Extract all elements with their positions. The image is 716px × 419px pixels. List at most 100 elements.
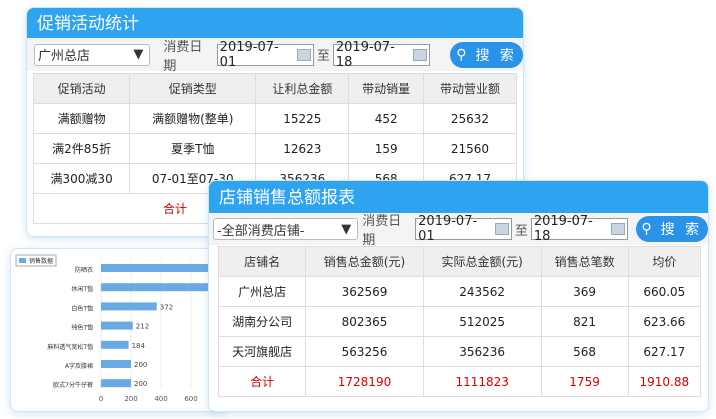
column-header: 促销活动: [32, 73, 131, 104]
store-sales-panel: 店铺销售总额报表 -全部消费店铺- ▼ 消费日期 2019-07-01 至 201…: [208, 180, 709, 412]
total-cell: 1111823: [422, 366, 542, 397]
to-label: 至: [316, 49, 330, 64]
column-header: 销售总金额(元): [305, 246, 424, 277]
legend-box: [15, 254, 57, 267]
column-header: 均价: [627, 246, 702, 277]
table-cell: 356236: [422, 336, 542, 367]
total-cell: 1910.88: [627, 366, 702, 397]
x-tick-label: 0: [99, 395, 103, 403]
bar: [101, 340, 129, 349]
data-label: 184: [132, 342, 146, 350]
table-cell: 512025: [422, 306, 542, 337]
table-cell: 452: [348, 103, 424, 134]
data-label: 200: [134, 380, 147, 388]
total-cell: 1759: [540, 366, 629, 397]
search-button[interactable]: ⚲ 搜 索: [635, 216, 708, 242]
date-to-input[interactable]: 2019-07-18: [530, 214, 628, 244]
category-label: A字及膝裙: [65, 362, 93, 370]
category-label: 欧式7分牛仔裤: [53, 381, 93, 389]
total-cell: 合计: [217, 366, 307, 397]
table-cell: 159: [348, 133, 424, 164]
total-cell: 1728190: [305, 366, 424, 397]
table-cell: 满额赠物(整单): [129, 103, 257, 134]
chevron-down-icon: ▼: [133, 47, 144, 62]
table-cell: 563256: [305, 336, 424, 367]
category-label: 麻料透气宽松T恤: [47, 343, 93, 351]
bar: [101, 379, 131, 388]
table-row: 湖南分公司 802365 512025 821 623.66: [217, 306, 702, 337]
table-row: 满2件85折 夏季T恤 12623 159 21560: [32, 133, 518, 164]
table-cell: 广州总店: [217, 276, 307, 307]
category-label: 纯色T恤: [71, 324, 93, 332]
table-cell: 802365: [305, 306, 424, 337]
date-from-input[interactable]: 2019-07-01: [415, 214, 512, 244]
table-cell: 362569: [305, 276, 424, 307]
search-icon: ⚲: [641, 221, 655, 237]
filter-bar: 广州总店 ▼ 消费日期 2019-07-01 至 2019-07-18 ⚲ 搜 索: [27, 38, 523, 74]
table-cell: 满额赠物: [32, 103, 131, 134]
date-label: 消费日期: [362, 214, 402, 248]
legend-label: 销售数据: [29, 257, 53, 265]
table-cell: 821: [540, 306, 629, 337]
x-tick-label: 200: [124, 395, 137, 403]
panel-title: 促销活动统计: [27, 8, 523, 38]
data-label: 372: [160, 303, 173, 311]
table-cell: 21560: [422, 133, 518, 164]
table-cell: 湖南分公司: [217, 306, 307, 337]
category-label: 防晒衣: [75, 266, 93, 274]
date-label: 消费日期: [163, 39, 203, 74]
store-select[interactable]: -全部消费店铺- ▼: [213, 218, 359, 240]
column-header: 实际总金额(元): [422, 246, 542, 277]
panel-title: 店铺销售总额报表: [209, 181, 708, 213]
table-cell: 243562: [422, 276, 542, 307]
table-cell: 满300减30: [32, 163, 131, 194]
bar: [101, 283, 221, 292]
table-cell: 568: [540, 336, 629, 367]
x-tick-label: 400: [154, 395, 167, 403]
column-header: 店铺名: [217, 246, 307, 277]
table-cell: 25632: [422, 103, 518, 134]
table-cell: 660.05: [627, 276, 702, 307]
bar: [101, 321, 133, 330]
table-cell: 369: [540, 276, 629, 307]
table-cell: 627.17: [627, 336, 702, 367]
table-cell: 天河旗舰店: [217, 336, 307, 367]
search-icon: ⚲: [456, 46, 470, 63]
filter-bar: -全部消费店铺- ▼ 消费日期 2019-07-01 至 2019-07-18 ⚲…: [209, 213, 708, 248]
sales-chart-panel: 0 200 400 600 销售数据防晒衣休闲T恤白色T恤 372 纯色T恤 212 麻料透气宽…: [10, 248, 227, 412]
table-cell: 夏季T恤: [129, 133, 257, 164]
table-row: 天河旗舰店 563256 356236 568 627.17: [217, 336, 702, 367]
table-row: 广州总店 362569 243562 369 660.05: [217, 276, 702, 307]
store-table: 店铺名 销售总金额(元) 实际总金额(元) 销售总笔数 均价 广州总店 362569 243…: [217, 246, 702, 397]
table-row: 满额赠物 满额赠物(整单) 15225 452 25632: [32, 103, 518, 134]
legend-swatch: [19, 258, 26, 263]
table-cell: 满2件85折: [32, 133, 131, 164]
column-header: 带动销量: [348, 73, 424, 104]
category-label: 白色T恤: [71, 304, 93, 312]
category-label: 休闲T恤: [71, 285, 93, 293]
column-header: 让利总金额: [255, 73, 350, 104]
x-tick-label: 600: [184, 395, 197, 403]
search-button[interactable]: ⚲ 搜 索: [450, 41, 523, 68]
data-label: 200: [134, 361, 147, 369]
store-select[interactable]: 广州总店 ▼: [34, 43, 151, 66]
to-label: 至: [514, 223, 528, 239]
calendar-icon[interactable]: [495, 223, 509, 235]
bar: [101, 264, 221, 272]
bar: [101, 360, 131, 368]
data-label: 212: [136, 323, 149, 331]
chevron-down-icon: ▼: [341, 221, 352, 237]
calendar-icon[interactable]: [610, 223, 625, 235]
date-from-input[interactable]: 2019-07-01: [216, 40, 314, 70]
column-header: 促销类型: [129, 73, 257, 104]
table-cell: 12623: [255, 133, 350, 164]
date-to-input[interactable]: 2019-07-18: [332, 40, 431, 70]
total-row: 合计 1728190 1111823 1759 1910.88: [217, 366, 702, 397]
column-header: 带动营业额: [422, 73, 518, 104]
calendar-icon[interactable]: [413, 48, 428, 61]
table-cell: 623.66: [627, 306, 702, 337]
table-cell: 15225: [255, 103, 350, 134]
bar: [101, 302, 157, 311]
calendar-icon[interactable]: [297, 48, 311, 61]
